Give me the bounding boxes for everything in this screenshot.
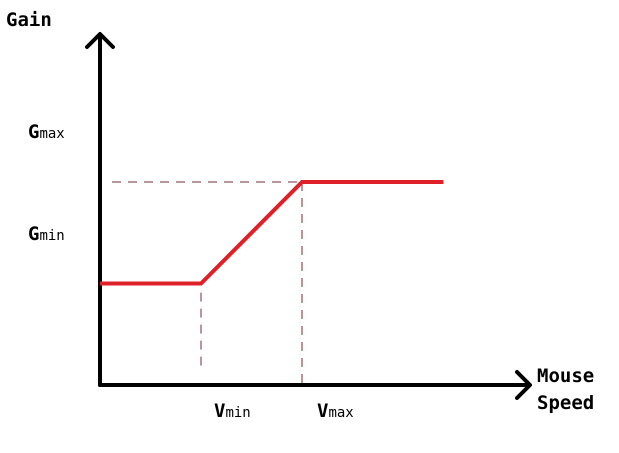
y-tick-label-gmax: Gmax xyxy=(28,121,65,143)
guide-lines xyxy=(112,181,303,385)
y-tick-label-gmin: Gmin xyxy=(28,223,65,245)
y-axis-arrowhead xyxy=(85,32,115,49)
axes xyxy=(85,32,532,400)
gain-curve xyxy=(100,180,444,286)
x-axis-arrowhead xyxy=(515,370,532,400)
x-axis-label-line-1: Mouse xyxy=(537,365,594,387)
x-axis-label-line-2: Speed xyxy=(537,392,594,414)
x-tick-label-vmax: Vmax xyxy=(317,400,354,422)
y-axis-label: Gain xyxy=(6,9,52,31)
x-tick-label-vmin: Vmin xyxy=(214,400,251,422)
